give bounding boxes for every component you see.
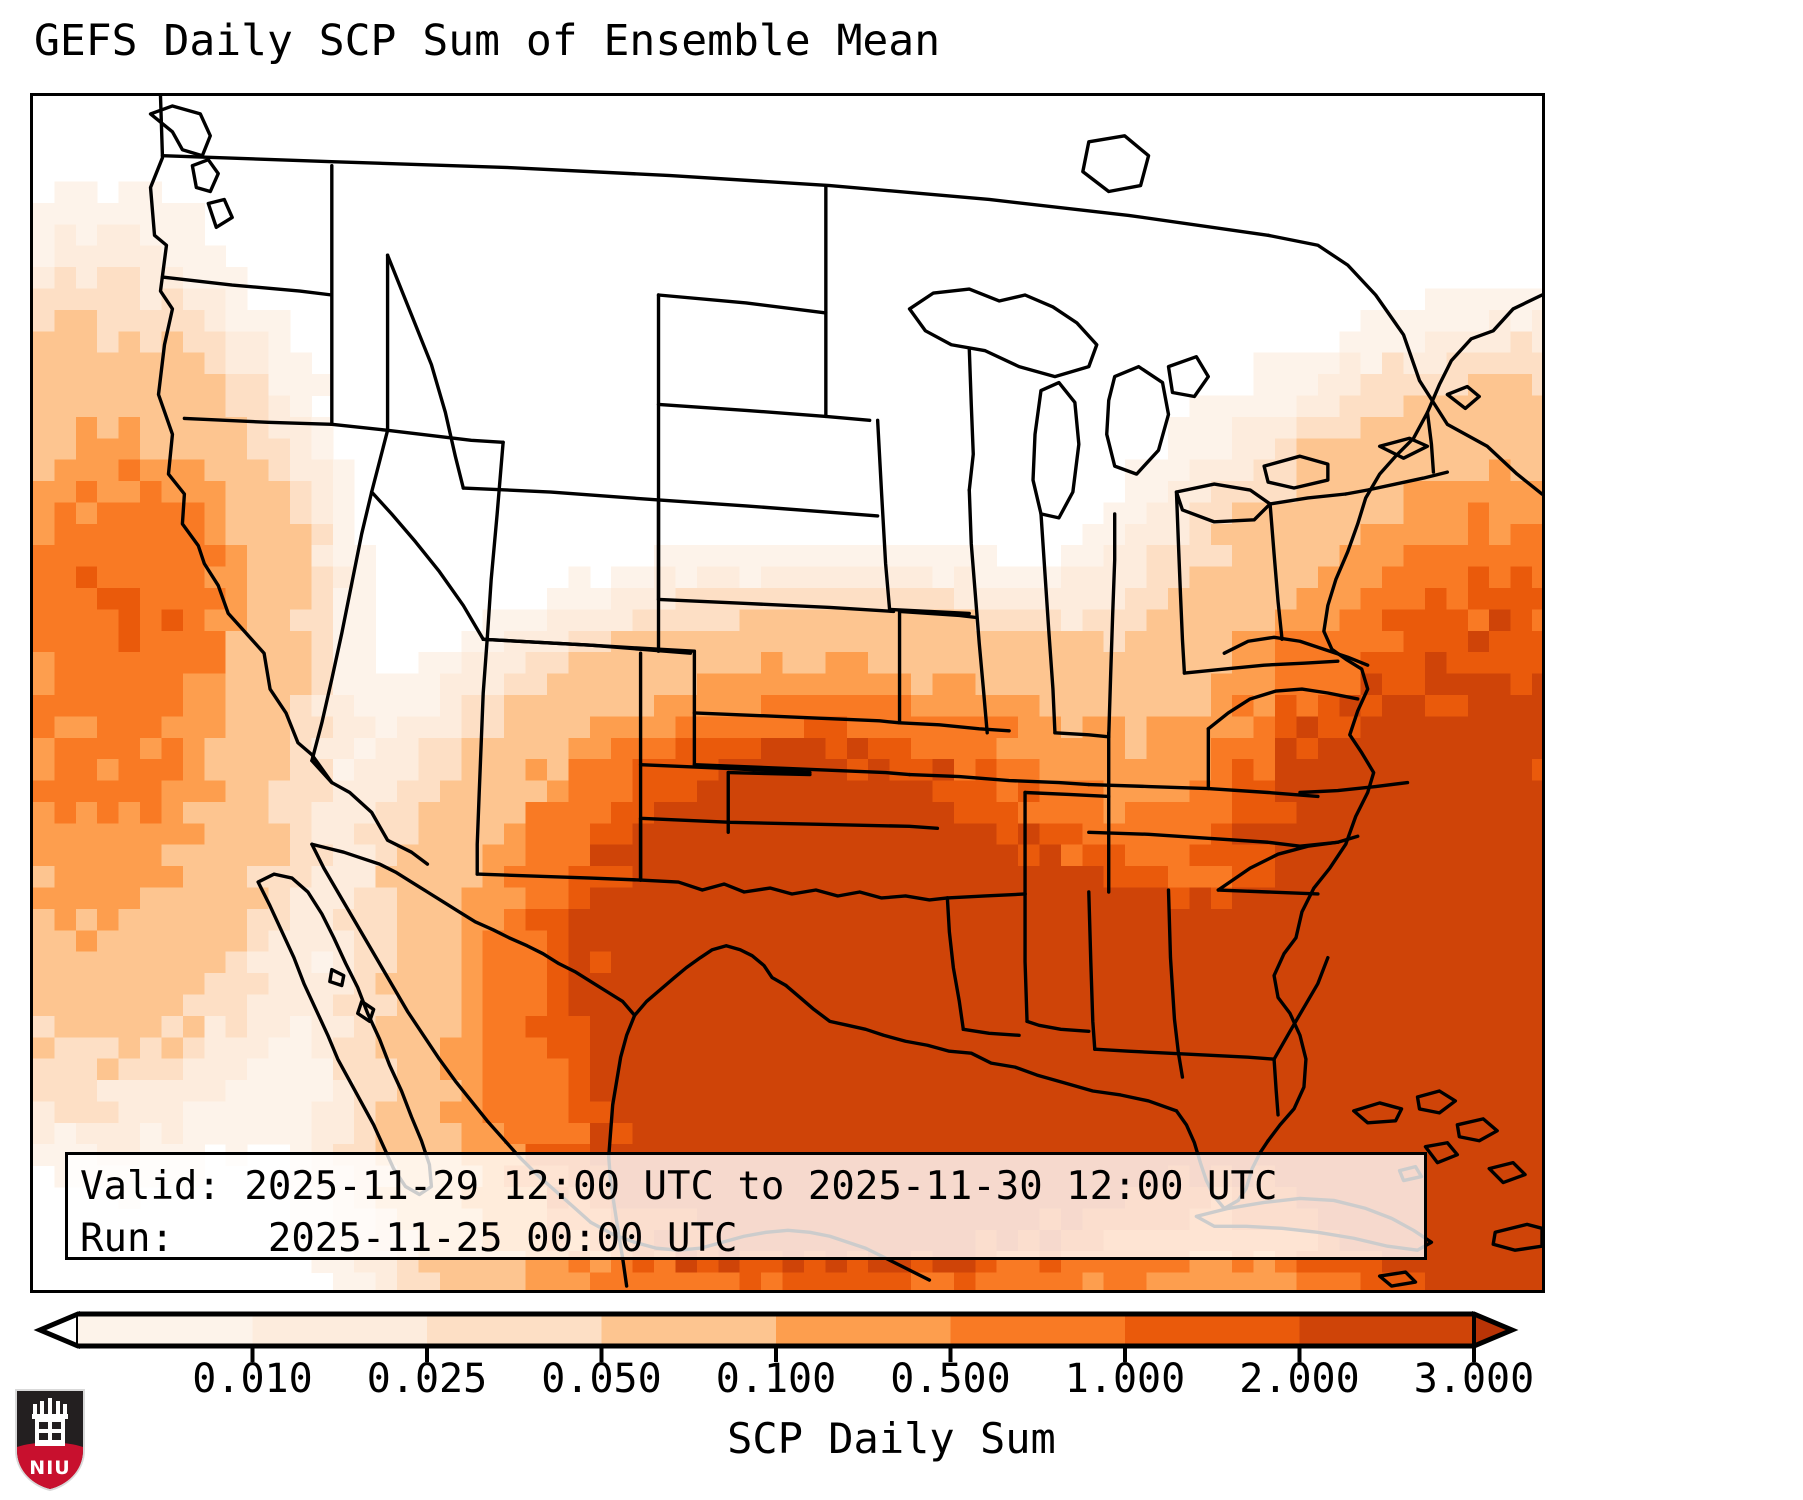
colorbar[interactable]: 0.010 0.025 0.050 0.100 0.500 1.000 2.000 3.000… — [0, 1296, 1803, 1500]
colorbar-tick-4: 0.100 — [715, 1356, 837, 1402]
colorbar-axis-label: SCP Daily Sum — [727, 1414, 1056, 1463]
colorbar-tick-3: 0.050 — [541, 1356, 662, 1402]
colorbar-tick-6: 1.000 — [1064, 1356, 1186, 1402]
info-box: Valid: 2025-11-29 12:00 UTC to 2025-11-3… — [65, 1152, 1427, 1261]
colorbar-tick-1: 0.010 — [192, 1356, 313, 1402]
niu-shield-logo: NIU — [15, 1389, 85, 1492]
run-time-line: Run: 2025-11-25 00:00 UTC — [80, 1216, 738, 1261]
colorbar-tick-7: 2.000 — [1239, 1356, 1360, 1402]
colorbar-tick-labels: 0.010 0.025 0.050 0.100 0.500 1.000 2.000 3.000 — [0, 1356, 1803, 1408]
svg-text:NIU: NIU — [29, 1457, 70, 1479]
page-title: GEFS Daily SCP Sum of Ensemble Mean — [34, 16, 941, 66]
colorbar-gradient — [33, 1310, 1519, 1362]
colorbar-tick-8: 3.000 — [1413, 1356, 1535, 1402]
colorbar-tick-2: 0.025 — [366, 1356, 488, 1402]
colorbar-tick-5: 0.500 — [890, 1356, 1011, 1402]
valid-time-line: Valid: 2025-11-29 12:00 UTC to 2025-11-3… — [80, 1164, 1278, 1209]
scp-data-field — [33, 96, 1542, 1290]
map-panel[interactable]: Valid: 2025-11-29 12:00 UTC to 2025-11-3… — [30, 93, 1545, 1293]
